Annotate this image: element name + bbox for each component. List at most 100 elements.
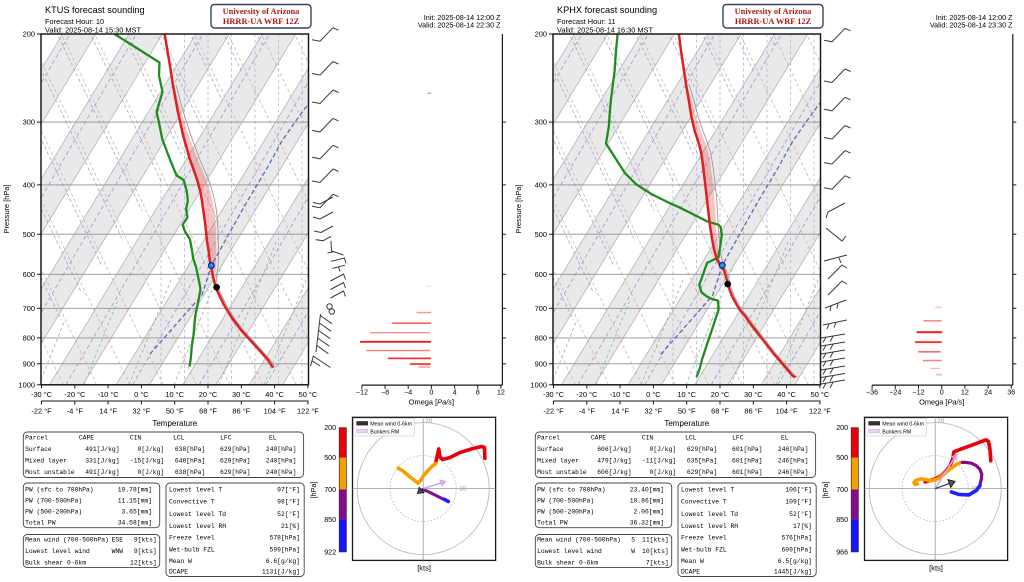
- svg-text:500: 500: [324, 453, 336, 462]
- svg-text:-30 °C: -30 °C: [543, 390, 565, 399]
- svg-text:30 °C: 30 °C: [232, 390, 251, 399]
- svg-text:Valid: 2025-08-14 15:30 MST: Valid: 2025-08-14 15:30 MST: [45, 25, 141, 34]
- svg-text:Temperature: Temperature: [152, 419, 197, 428]
- svg-text:122 °F: 122 °F: [297, 407, 319, 416]
- svg-text:850: 850: [324, 515, 336, 524]
- svg-text:Bunkers RM: Bunkers RM: [370, 429, 399, 435]
- svg-text:600: 600: [23, 270, 35, 279]
- svg-text:966: 966: [836, 547, 848, 556]
- svg-text:W: W: [631, 548, 635, 555]
- svg-text:PW (500-200hPa): PW (500-200hPa): [25, 509, 82, 516]
- svg-text:[kts]: [kts]: [929, 564, 943, 573]
- svg-text:800: 800: [23, 334, 35, 343]
- svg-text:700: 700: [324, 485, 336, 494]
- svg-text:800: 800: [535, 334, 547, 343]
- svg-text:Mean wind (700-500hPa): Mean wind (700-500hPa): [25, 537, 109, 544]
- svg-text:PW (700-500hPa): PW (700-500hPa): [537, 497, 594, 504]
- svg-text:500: 500: [836, 453, 848, 462]
- svg-text:20: 20: [937, 418, 945, 425]
- svg-text:491[J/kg]: 491[J/kg]: [85, 446, 119, 453]
- svg-text:246[hPa]: 246[hPa]: [778, 446, 808, 453]
- svg-text:200: 200: [324, 423, 336, 432]
- svg-text:104 °F: 104 °F: [264, 407, 286, 416]
- svg-text:10.86[mm]: 10.86[mm]: [630, 497, 664, 504]
- svg-text:-4 °F: -4 °F: [579, 407, 596, 416]
- svg-text:-10 °C: -10 °C: [98, 390, 120, 399]
- svg-text:629[hPa]: 629[hPa]: [220, 458, 250, 465]
- svg-text:578[hPa]: 578[hPa]: [270, 535, 300, 542]
- svg-text:12[kts]: 12[kts]: [130, 560, 157, 567]
- svg-text:Total PW: Total PW: [25, 520, 56, 527]
- svg-text:400: 400: [535, 181, 547, 190]
- svg-text:34.58[mm]: 34.58[mm]: [118, 520, 152, 527]
- svg-text:Bunkers RM: Bunkers RM: [882, 429, 911, 435]
- svg-text:606[J/kg]: 606[J/kg]: [597, 446, 631, 453]
- svg-text:11.15[mm]: 11.15[mm]: [118, 497, 152, 504]
- svg-text:3.65[mm]: 3.65[mm]: [122, 509, 152, 516]
- svg-text:900: 900: [535, 359, 547, 368]
- svg-text:Valid: 2025-08-14 23:30 Z: Valid: 2025-08-14 23:30 Z: [930, 21, 1013, 30]
- svg-text:LFC: LFC: [732, 435, 744, 442]
- svg-text:LCL: LCL: [173, 435, 185, 442]
- svg-text:331[J/kg]: 331[J/kg]: [85, 458, 119, 465]
- svg-text:−36: −36: [866, 388, 878, 397]
- svg-text:40 °C: 40 °C: [265, 390, 284, 399]
- svg-text:104 °F: 104 °F: [776, 407, 798, 416]
- svg-text:86 °F: 86 °F: [744, 407, 762, 416]
- svg-text:-30 °C: -30 °C: [31, 390, 53, 399]
- svg-text:638[hPa]: 638[hPa]: [175, 446, 205, 453]
- svg-text:629[hPa]: 629[hPa]: [220, 446, 250, 453]
- svg-text:20 °C: 20 °C: [711, 390, 730, 399]
- svg-text:23.40[mm]: 23.40[mm]: [630, 486, 664, 493]
- svg-text:Lowest level Td: Lowest level Td: [169, 511, 226, 518]
- svg-text:36.32[mm]: 36.32[mm]: [630, 520, 664, 527]
- svg-text:240[hPa]: 240[hPa]: [266, 469, 296, 476]
- svg-text:-4 °F: -4 °F: [67, 407, 84, 416]
- svg-text:400: 400: [23, 181, 35, 190]
- svg-text:479[J/kg]: 479[J/kg]: [597, 458, 631, 465]
- svg-text:-20 °C: -20 °C: [64, 390, 86, 399]
- svg-text:HRRR-UA WRF 12Z: HRRR-UA WRF 12Z: [735, 17, 812, 26]
- svg-text:20 °C: 20 °C: [199, 390, 218, 399]
- svg-text:246[hPa]: 246[hPa]: [778, 469, 808, 476]
- svg-text:30 °C: 30 °C: [744, 390, 763, 399]
- svg-text:Pressure [hPa]: Pressure [hPa]: [514, 185, 523, 234]
- svg-text:−8: −8: [381, 388, 389, 397]
- svg-text:CIN: CIN: [642, 435, 654, 442]
- svg-text:200: 200: [535, 30, 547, 39]
- svg-text:700: 700: [836, 485, 848, 494]
- svg-text:12: 12: [497, 388, 505, 397]
- svg-text:0 °C: 0 °C: [646, 390, 661, 399]
- svg-text:Pressure [hPa]: Pressure [hPa]: [2, 185, 11, 234]
- svg-text:20: 20: [425, 418, 433, 425]
- svg-text:Lowest level wind: Lowest level wind: [537, 548, 602, 555]
- svg-text:40 °C: 40 °C: [777, 390, 796, 399]
- svg-text:University of Arizona: University of Arizona: [223, 7, 301, 16]
- svg-text:599[hPa]: 599[hPa]: [270, 546, 300, 553]
- svg-text:CAPE: CAPE: [79, 435, 94, 442]
- svg-text:Wet-bulb FZL: Wet-bulb FZL: [681, 546, 727, 553]
- svg-text:17[%]: 17[%]: [793, 523, 812, 530]
- svg-text:24: 24: [984, 388, 992, 397]
- svg-text:DCAPE: DCAPE: [681, 569, 700, 576]
- svg-text:Freeze level: Freeze level: [681, 535, 727, 542]
- svg-text:KTUS forecast sounding: KTUS forecast sounding: [45, 5, 145, 15]
- svg-text:12: 12: [961, 388, 969, 397]
- svg-text:ESE: ESE: [112, 537, 124, 544]
- svg-text:635[hPa]: 635[hPa]: [687, 458, 717, 465]
- svg-text:9[kts]: 9[kts]: [134, 548, 157, 555]
- svg-text:106[°F]: 106[°F]: [785, 485, 812, 493]
- svg-text:14 °F: 14 °F: [99, 407, 117, 416]
- svg-text:Wet-bulb FZL: Wet-bulb FZL: [169, 546, 215, 553]
- svg-text:Valid: 2025-08-14 22:30 Z: Valid: 2025-08-14 22:30 Z: [418, 21, 501, 30]
- svg-text:10: 10: [459, 486, 467, 493]
- svg-text:−12: −12: [912, 388, 924, 397]
- svg-text:Mean wind 0-6km: Mean wind 0-6km: [882, 422, 924, 428]
- svg-text:Lowest level wind: Lowest level wind: [25, 548, 90, 555]
- svg-text:University of Arizona: University of Arizona: [735, 7, 813, 16]
- svg-text:638[hPa]: 638[hPa]: [175, 469, 205, 476]
- svg-text:10 °C: 10 °C: [677, 390, 696, 399]
- svg-text:6.6[g/kg]: 6.6[g/kg]: [266, 558, 300, 565]
- svg-text:Most unstable: Most unstable: [537, 469, 587, 476]
- svg-text:601[hPa]: 601[hPa]: [732, 469, 762, 476]
